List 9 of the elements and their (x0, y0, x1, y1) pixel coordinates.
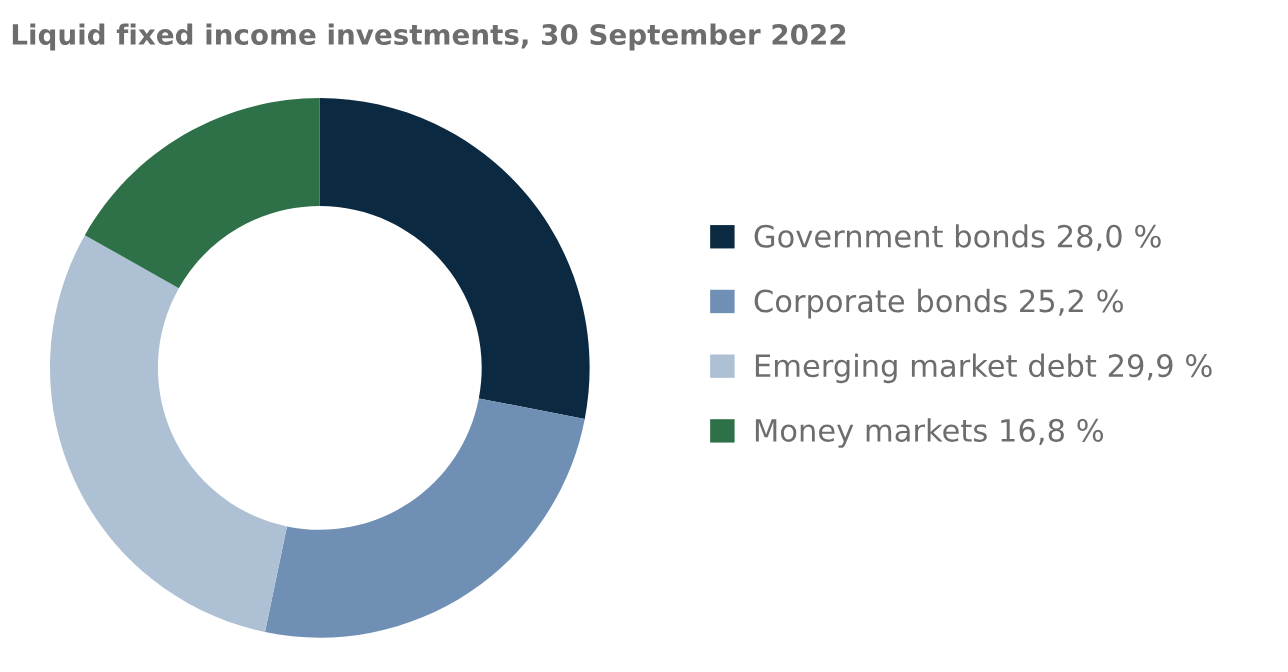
donut-slice (265, 398, 585, 638)
donut-slice (84, 98, 320, 289)
donut-slice (49, 235, 287, 633)
donut-slice (319, 98, 590, 419)
chart-title: Liquid fixed income investments, 30 September 2022 (12, 23, 846, 51)
legend-label: Emerging market debt 29,9 % (755, 353, 1212, 384)
legend-label: Corporate bonds 25,2 % (754, 288, 1123, 319)
legend-label: Money markets 16,8 % (755, 418, 1104, 448)
legend-label: Government bonds 28,0 % (754, 224, 1161, 251)
